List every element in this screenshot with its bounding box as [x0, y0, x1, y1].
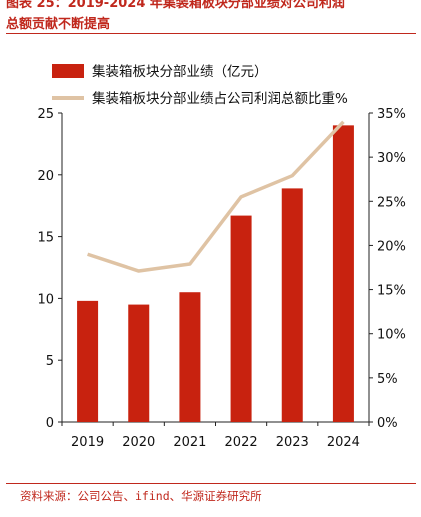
line-series-path	[87, 120, 345, 273]
right-axis-tick-label: 20%	[377, 239, 406, 254]
right-axis-tick-label: 30%	[377, 151, 406, 166]
legend-bar-swatch	[52, 64, 84, 78]
x-axis-tick-label: 2023	[276, 435, 309, 450]
left-axis-tick-label: 10	[37, 292, 54, 307]
legend-bar-label: 集装箱板块分部业绩（亿元）	[92, 64, 268, 80]
line-series	[87, 120, 345, 273]
right-axis-tick-label: 15%	[377, 284, 406, 299]
bar	[179, 292, 201, 422]
legend-line-label: 集装箱板块分部业绩占公司利润总额比重%	[92, 91, 348, 107]
left-axis-tick-label: 5	[46, 354, 54, 369]
left-axis-tick-label: 0	[46, 416, 54, 431]
x-axis-tick-label: 2021	[173, 435, 206, 450]
source-note: 资料来源：公司公告、ifind、华源证券研究所	[20, 489, 262, 503]
left-axis-tick-label: 25	[37, 107, 54, 122]
right-axis-tick-label: 0%	[377, 416, 398, 431]
right-axis-tick-label: 10%	[377, 328, 406, 343]
chart-title: 图表 25：2019-2024 年集装箱板块分部业绩对公司利润 总额贡献不断提高	[6, 0, 416, 35]
axes: 0 5 10 15 20 25 0% 5% 10% 15% 20% 25% 30% 35% 2019 2020…	[37, 107, 405, 450]
title-divider	[6, 33, 416, 34]
x-axis-tick-label: 2024	[327, 435, 360, 450]
bar-series	[77, 125, 354, 423]
legend: 集装箱板块分部业绩（亿元） 集装箱板块分部业绩占公司利润总额比重%	[52, 64, 348, 107]
right-axis-tick-label: 5%	[377, 372, 398, 387]
bar	[77, 300, 99, 422]
right-axis-tick-label: 25%	[377, 195, 406, 210]
chart-title-line-2: 总额贡献不断提高	[6, 17, 111, 32]
right-axis-tick-label: 35%	[377, 107, 406, 122]
bar	[281, 188, 303, 422]
left-axis-tick-label: 20	[37, 169, 54, 184]
chart: 集装箱板块分部业绩（亿元） 集装箱板块分部业绩占公司利润总额比重% 0 5 10 15…	[37, 64, 406, 450]
left-axis-tick-label: 15	[37, 231, 54, 246]
chart-title-line-1: 图表 25：2019-2024 年集装箱板块分部业绩对公司利润	[6, 0, 345, 11]
bar	[128, 304, 150, 422]
x-axis-tick-label: 2019	[71, 435, 104, 450]
source-divider	[6, 483, 416, 484]
x-axis-tick-label: 2020	[122, 435, 155, 450]
x-axis-tick-label: 2022	[225, 435, 258, 450]
bar	[230, 215, 252, 422]
bar	[332, 125, 354, 423]
